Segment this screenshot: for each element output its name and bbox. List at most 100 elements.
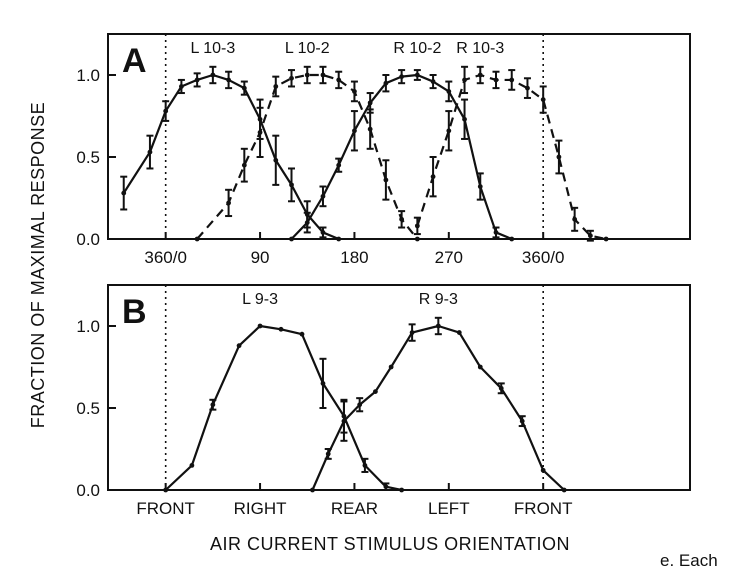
data-point [241, 162, 247, 168]
series-line [196, 73, 419, 240]
x-tick-label: 360/0 [144, 248, 187, 267]
data-point [226, 77, 231, 83]
data-point [462, 116, 467, 122]
data-point [383, 80, 389, 86]
y-tick-label: 0.5 [76, 399, 100, 418]
data-point [540, 467, 546, 473]
plot-frame [107, 284, 691, 491]
data-point [430, 79, 436, 84]
data-point [320, 230, 326, 235]
data-point [456, 330, 462, 335]
data-point [399, 487, 405, 493]
series-label: R 10-3 [456, 40, 504, 57]
data-point [121, 190, 127, 196]
plot-frame [107, 33, 691, 240]
data-point [325, 451, 331, 457]
data-point [498, 385, 504, 391]
series-label: L 10-2 [285, 40, 330, 57]
data-point [509, 77, 515, 83]
data-point [289, 75, 294, 81]
series-label: R 9-3 [419, 291, 458, 308]
series-label: L 10-3 [190, 40, 235, 57]
y-axis-title: FRACTION OF MAXIMAL RESPONSE [28, 102, 48, 428]
x-tick-label: 180 [340, 248, 368, 267]
data-point [336, 236, 342, 242]
data-point [572, 216, 578, 222]
x-tick-label: 90 [251, 248, 270, 267]
data-point [304, 220, 310, 226]
data-point [383, 177, 389, 183]
data-point [273, 84, 279, 89]
data-point [179, 84, 184, 89]
x-axis-title: AIR CURRENT STIMULUS ORIENTATION [210, 534, 570, 554]
x-tick-label: FRONT [136, 499, 195, 518]
data-point [493, 230, 499, 235]
panel-letter: B [122, 293, 147, 331]
data-point [352, 89, 357, 94]
data-point [357, 402, 363, 408]
data-point [147, 149, 153, 155]
data-point [163, 108, 169, 114]
data-point [399, 216, 405, 222]
data-point [320, 72, 326, 78]
data-point [414, 72, 420, 78]
data-point [383, 484, 389, 490]
series-line [416, 73, 607, 241]
series-label: R 10-2 [393, 40, 441, 57]
data-point [414, 236, 420, 242]
data-point [257, 130, 263, 135]
panel-letter: A [122, 42, 147, 80]
data-point [362, 463, 368, 468]
data-point [409, 330, 415, 335]
data-point [210, 402, 216, 408]
data-point [241, 85, 247, 91]
y-tick-label: 1.0 [76, 66, 100, 85]
data-point [477, 364, 483, 370]
data-point [435, 323, 441, 329]
data-point [299, 331, 305, 337]
data-point [194, 77, 200, 83]
data-point [561, 487, 567, 493]
caption-fragment: e. Each [660, 551, 718, 570]
data-point [493, 77, 499, 83]
x-tick-label: LEFT [428, 499, 470, 518]
x-tick-label: RIGHT [234, 499, 287, 518]
data-point [446, 128, 452, 134]
data-point [163, 487, 169, 493]
data-point [289, 236, 294, 242]
data-point [367, 126, 373, 132]
data-point [477, 72, 483, 78]
series-line [164, 324, 402, 492]
x-tick-label: FRONT [514, 499, 573, 518]
data-point [462, 77, 467, 83]
data-point [556, 154, 562, 160]
data-point [509, 236, 515, 242]
data-point [540, 97, 546, 102]
data-point [352, 128, 357, 134]
data-point [236, 343, 242, 349]
data-point [310, 487, 315, 493]
data-point [341, 418, 347, 424]
data-point [399, 74, 405, 80]
series-line [122, 73, 340, 241]
data-point [257, 323, 263, 329]
y-tick-label: 1.0 [76, 317, 100, 336]
y-tick-label: 0.0 [76, 481, 100, 500]
data-point [320, 193, 326, 199]
data-point [320, 381, 326, 386]
panel-b: B 0.0 0.5 1.0 FRONT RIGHT REAR LEFT FRONT L 9-3 R … [76, 284, 691, 518]
data-point [304, 72, 310, 78]
data-point [519, 418, 525, 424]
data-point [525, 85, 530, 91]
data-point [210, 72, 216, 78]
data-point [273, 157, 279, 163]
x-tick-label: REAR [331, 499, 378, 518]
data-point [194, 236, 200, 242]
y-tick-label: 0.5 [76, 148, 100, 167]
data-point [189, 463, 195, 468]
x-tick-label: 360/0 [522, 248, 565, 267]
data-point [388, 364, 394, 370]
series-line [311, 324, 565, 491]
data-point [477, 184, 483, 189]
